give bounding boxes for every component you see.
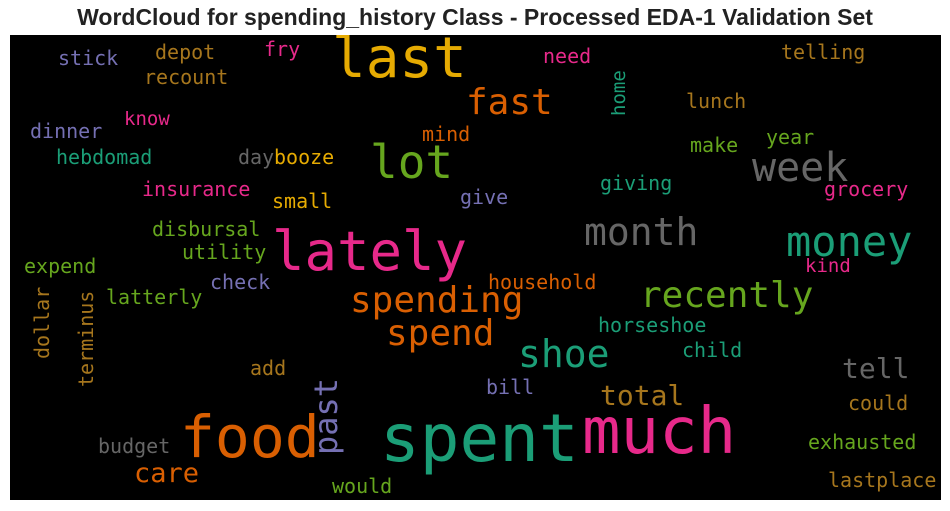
word-year: year: [766, 125, 815, 149]
word-past: past: [307, 377, 345, 455]
word-fast: fast: [466, 82, 553, 123]
word-lately: lately: [272, 220, 468, 283]
word-home: home: [608, 70, 630, 116]
word-total: total: [600, 379, 685, 412]
word-would: would: [332, 474, 393, 498]
word-week: week: [752, 145, 849, 191]
word-disbursal: disbursal: [152, 217, 261, 241]
word-day: day: [238, 145, 275, 169]
word-latterly: latterly: [106, 285, 203, 309]
word-giving: giving: [600, 171, 673, 195]
word-expend: expend: [24, 254, 97, 278]
word-lot: lot: [370, 135, 454, 189]
word-utility: utility: [182, 240, 267, 264]
word-much: much: [582, 395, 737, 469]
word-money: money: [786, 217, 913, 266]
word-spent: spent: [380, 400, 579, 477]
word-month: month: [584, 210, 699, 254]
word-dinner: dinner: [30, 119, 103, 143]
word-check: check: [210, 270, 271, 294]
word-budget: budget: [98, 434, 171, 458]
word-cloud-canvas: spent much food lately last lot money we…: [10, 35, 941, 500]
word-give: give: [460, 185, 509, 209]
word-grocery: grocery: [824, 177, 909, 201]
word-food: food: [180, 403, 320, 471]
word-terminus: terminus: [74, 290, 98, 387]
word-small: small: [272, 189, 333, 213]
word-horseshoe: horseshoe: [598, 313, 707, 337]
word-child: child: [682, 338, 743, 362]
word-lastplace: lastplace: [828, 468, 937, 492]
word-care: care: [134, 458, 200, 489]
word-recount: recount: [144, 65, 229, 89]
word-tell: tell: [842, 352, 910, 385]
word-bill: bill: [486, 375, 535, 399]
word-telling: telling: [781, 40, 866, 64]
word-could: could: [848, 391, 909, 415]
word-depot: depot: [155, 40, 216, 64]
word-household: household: [488, 270, 597, 294]
word-know: know: [124, 108, 170, 130]
word-fry: fry: [264, 37, 301, 61]
word-exhausted: exhausted: [808, 430, 917, 454]
word-booze: booze: [274, 145, 335, 169]
word-kind: kind: [805, 255, 851, 277]
word-shoe: shoe: [518, 332, 610, 376]
word-need: need: [543, 44, 592, 68]
word-stick: stick: [58, 46, 119, 70]
word-lunch: lunch: [686, 89, 747, 113]
word-spending: spending: [350, 280, 524, 321]
word-last: last: [332, 35, 467, 91]
word-insurance: insurance: [142, 177, 251, 201]
word-make: make: [690, 133, 739, 157]
word-dollar: dollar: [30, 286, 54, 359]
word-mind: mind: [422, 122, 471, 146]
chart-title: WordCloud for spending_history Class - P…: [77, 4, 873, 30]
word-add: add: [250, 356, 287, 380]
word-hebdomad: hebdomad: [56, 145, 153, 169]
word-spend: spend: [386, 313, 495, 354]
word-recently: recently: [640, 275, 814, 316]
